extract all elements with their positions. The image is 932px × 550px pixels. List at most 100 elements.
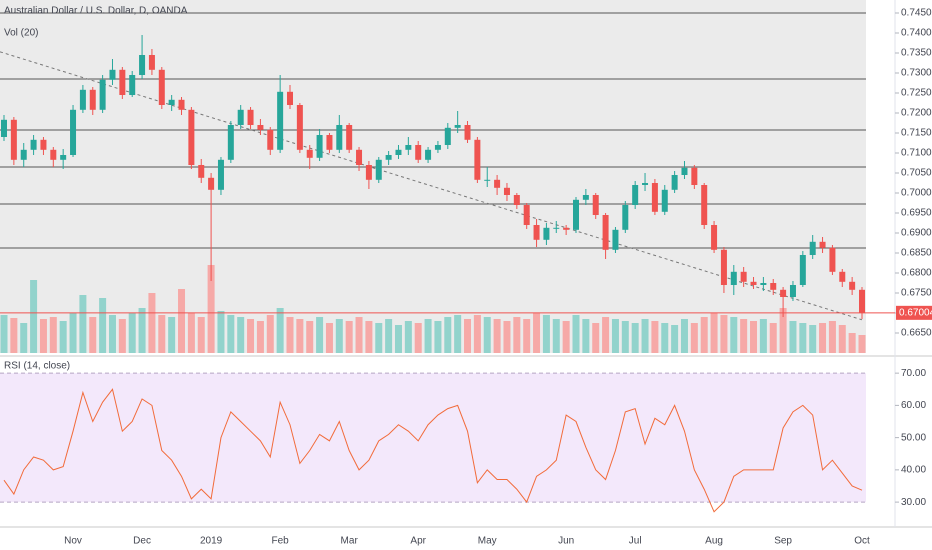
candle-body bbox=[780, 289, 787, 297]
x-tick-label: 2019 bbox=[200, 536, 223, 547]
volume-bar bbox=[227, 315, 235, 353]
candle-body bbox=[346, 125, 353, 150]
rsi-band bbox=[0, 373, 866, 503]
candle-body bbox=[89, 89, 96, 110]
volume-bar bbox=[148, 293, 156, 353]
volume-bar bbox=[582, 319, 590, 353]
volume-bar bbox=[306, 321, 314, 353]
volume-bar bbox=[20, 323, 28, 353]
volume-bar bbox=[740, 319, 748, 353]
volume-bar bbox=[769, 323, 777, 353]
x-tick-label: Oct bbox=[854, 536, 870, 547]
volume-bar bbox=[779, 308, 787, 353]
x-tick-label: Feb bbox=[272, 536, 290, 547]
candle-body bbox=[553, 227, 560, 229]
x-tick-label: Jun bbox=[558, 536, 574, 547]
chart-title: Australian Dollar / U.S. Dollar, D, OAND… bbox=[4, 6, 188, 17]
volume-bar bbox=[809, 325, 817, 353]
volume-bar bbox=[828, 321, 836, 353]
x-tick-label: Sep bbox=[774, 536, 792, 547]
trendline bbox=[0, 51, 863, 321]
candle-body bbox=[208, 177, 215, 190]
candle-body bbox=[158, 69, 165, 105]
volume-bar bbox=[345, 321, 353, 353]
candle-body bbox=[405, 145, 412, 150]
candle-body bbox=[99, 79, 106, 110]
volume-bar bbox=[138, 308, 146, 353]
candle-body bbox=[484, 179, 491, 181]
candle-body bbox=[563, 227, 570, 230]
candle-body bbox=[701, 185, 708, 225]
candle-body bbox=[632, 185, 639, 205]
candle-body bbox=[809, 241, 816, 255]
candle-body bbox=[750, 281, 757, 285]
x-tick-label: Dec bbox=[133, 536, 151, 547]
volume-bar bbox=[493, 319, 501, 353]
rsi-y-tick-label: 70.00 bbox=[901, 368, 926, 379]
volume-bar bbox=[473, 315, 481, 353]
volume-bar bbox=[118, 319, 126, 353]
rsi-y-tick-label: 50.00 bbox=[901, 432, 926, 443]
x-tick-label: Aug bbox=[705, 536, 723, 547]
candle-body bbox=[415, 145, 422, 160]
candle-body bbox=[474, 139, 481, 180]
volume-bar bbox=[365, 321, 373, 353]
y-tick-label: 0.74500 bbox=[901, 8, 932, 19]
volume-bar bbox=[256, 321, 264, 353]
candle-body bbox=[119, 69, 126, 95]
volume-bar bbox=[414, 323, 422, 353]
volume-bar bbox=[375, 323, 383, 353]
volume-bar bbox=[237, 317, 245, 353]
volume-bar bbox=[858, 335, 866, 353]
volume-bar bbox=[700, 317, 708, 353]
volume-bar bbox=[552, 319, 560, 353]
volume-bar bbox=[710, 313, 718, 353]
volume-bar bbox=[621, 321, 629, 353]
candle-body bbox=[444, 127, 451, 145]
candle-body bbox=[267, 129, 274, 150]
candle-body bbox=[434, 145, 441, 150]
volume-bar bbox=[266, 315, 274, 353]
candle-body bbox=[839, 271, 846, 282]
x-tick-label: Mar bbox=[341, 536, 359, 547]
volume-bar bbox=[89, 317, 97, 353]
volume-bar bbox=[464, 319, 472, 353]
volume-bar bbox=[69, 313, 77, 353]
volume-bar bbox=[335, 319, 343, 353]
volume-bar bbox=[39, 319, 47, 353]
volume-bar bbox=[444, 317, 452, 353]
volume-bar bbox=[385, 319, 393, 353]
candle-body bbox=[464, 125, 471, 140]
volume-bar bbox=[690, 323, 698, 353]
x-tick-label: Nov bbox=[64, 536, 82, 547]
volume-bar bbox=[651, 321, 659, 353]
volume-bar bbox=[819, 323, 827, 353]
candle-body bbox=[425, 149, 432, 160]
volume-bar bbox=[247, 319, 255, 353]
candle-body bbox=[30, 139, 37, 150]
volume-bar bbox=[838, 325, 846, 353]
candle-body bbox=[188, 109, 195, 165]
candle-body bbox=[661, 189, 668, 212]
candle-body bbox=[70, 109, 77, 155]
volume-bar bbox=[355, 317, 363, 353]
candle-body bbox=[109, 69, 116, 80]
volume-bar bbox=[523, 319, 531, 353]
volume-bar bbox=[671, 325, 679, 353]
candle-body bbox=[819, 241, 826, 248]
volume-bar bbox=[631, 323, 639, 353]
candle-body bbox=[849, 281, 856, 290]
candle-body bbox=[20, 149, 27, 160]
volume-bar bbox=[187, 313, 195, 353]
candle-body bbox=[60, 155, 67, 160]
candle-body bbox=[257, 125, 264, 130]
